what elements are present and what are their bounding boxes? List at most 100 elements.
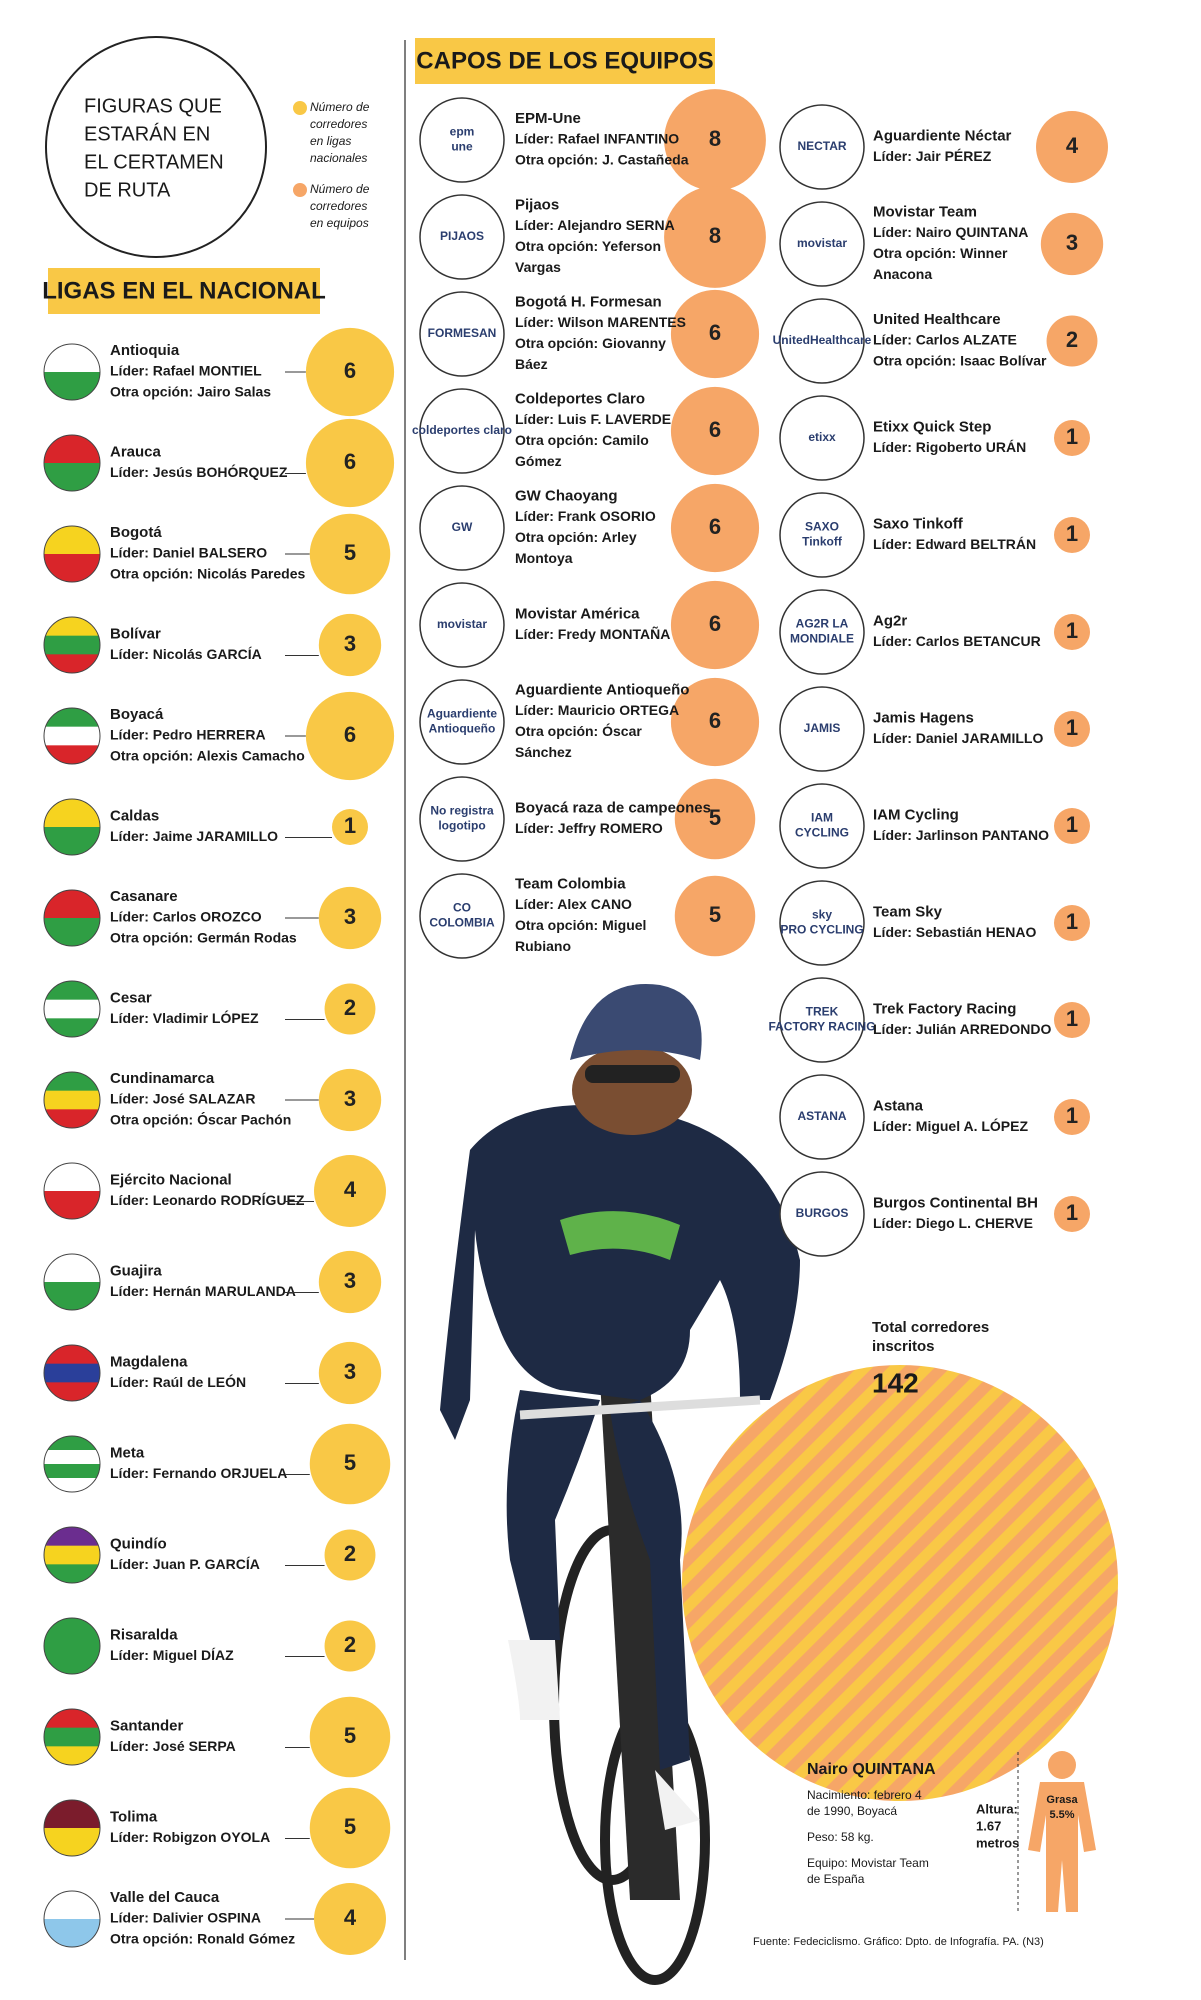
team-name: Boyacá raza de campeones — [515, 799, 711, 816]
team-logo — [779, 880, 865, 966]
team-logo — [779, 686, 865, 772]
team-detail: Otra opción: Winner — [873, 245, 1008, 261]
flag-stripe — [44, 526, 100, 555]
team-detail: Líder: Jair PÉREZ — [873, 148, 992, 164]
team-count-circle — [1054, 1196, 1090, 1232]
team-name: Team Colombia — [515, 875, 626, 892]
team-count: 6 — [709, 708, 721, 733]
team-count-circle — [1054, 420, 1090, 456]
team-detail: Sánchez — [515, 744, 572, 760]
team-name: IAM Cycling — [873, 806, 959, 823]
flag-stripe — [44, 1800, 100, 1829]
team-detail: Otra opción: J. Castañeda — [515, 152, 689, 168]
header-title-line: ESTARÁN EN — [84, 122, 210, 145]
team-detail: Otra opción: Yeferson — [515, 238, 661, 254]
flag-stripe — [44, 463, 100, 491]
league-count: 6 — [344, 358, 356, 383]
flag-border — [43, 1617, 101, 1675]
team-name: GW Chaoyang — [515, 487, 618, 504]
league-count-circle — [318, 1341, 382, 1405]
flag-stripe — [44, 1646, 100, 1674]
flag-border — [43, 1071, 101, 1129]
total-value: 142 — [872, 1367, 919, 1398]
flag-stripe — [44, 1090, 100, 1110]
profile-height: 1.67 — [976, 1818, 1001, 1833]
team-logo — [419, 485, 505, 571]
team-detail: Rubiano — [515, 938, 571, 954]
flag-border — [43, 434, 101, 492]
team-logo — [419, 388, 505, 474]
legend-swatch — [293, 183, 307, 197]
team-detail: Otra opción: Isaac Bolívar — [873, 353, 1047, 369]
team-name: Ag2r — [873, 612, 907, 629]
legend-label: corredores — [310, 199, 367, 213]
league-count: 3 — [344, 631, 356, 656]
legend-label: en ligas — [310, 134, 351, 148]
league-detail: Líder: Dalivier OSPINA — [110, 1910, 261, 1926]
team-logo — [779, 201, 865, 287]
team-detail: Líder: Nairo QUINTANA — [873, 224, 1028, 240]
team-detail: Líder: Luis F. LAVERDE — [515, 411, 671, 427]
league-count-circle — [324, 983, 376, 1035]
legend-label: nacionales — [310, 151, 367, 165]
league-name: Casanare — [110, 888, 178, 905]
team-count-circle — [1054, 808, 1090, 844]
team-count: 1 — [1066, 618, 1078, 643]
team-count-circle — [1054, 1002, 1090, 1038]
team-logo-text: Tinkoff — [802, 535, 843, 549]
flag-stripe — [44, 1109, 100, 1128]
total-label: Total corredores — [872, 1319, 989, 1336]
team-logo — [779, 1074, 865, 1160]
team-count: 1 — [1066, 424, 1078, 449]
team-count-circle — [1054, 517, 1090, 553]
league-count: 3 — [344, 1086, 356, 1111]
league-detail: Líder: Pedro HERRERA — [110, 727, 266, 743]
team-count-circle — [1054, 614, 1090, 650]
league-detail: Otra opción: Alexis Camacho — [110, 748, 305, 764]
team-name: Team Sky — [873, 903, 943, 920]
league-name: Guajira — [110, 1262, 162, 1279]
team-count: 1 — [1066, 1006, 1078, 1031]
team-logo-text: JAMIS — [804, 721, 841, 735]
league-count-circle — [309, 1423, 391, 1505]
leagues-title: LIGAS EN EL NACIONAL — [42, 277, 326, 304]
flag-stripe — [44, 726, 100, 746]
team-count-circle — [1054, 905, 1090, 941]
team-count: 1 — [1066, 909, 1078, 934]
team-count: 6 — [709, 514, 721, 539]
league-count-circle — [309, 1696, 391, 1778]
header-title-line: FIGURAS QUE — [84, 95, 222, 117]
league-detail: Líder: José SERPA — [110, 1738, 236, 1754]
team-count-circle — [670, 580, 760, 670]
team-count: 1 — [1066, 715, 1078, 740]
team-count-circle — [670, 483, 760, 573]
league-name: Caldas — [110, 807, 159, 824]
team-detail: Líder: Jeffry ROMERO — [515, 820, 663, 836]
team-detail: Líder: Edward BELTRÁN — [873, 536, 1036, 552]
profile-detail: de 1990, Boyacá — [807, 1804, 897, 1818]
team-logo-text: ASTANA — [797, 1109, 846, 1123]
league-flag — [44, 708, 100, 764]
team-logo-text: PIJAOS — [440, 229, 484, 243]
league-detail: Líder: Miguel DÍAZ — [110, 1647, 234, 1663]
league-count-circle — [314, 1155, 386, 1227]
league-name: Meta — [110, 1444, 145, 1461]
league-name: Bolívar — [110, 625, 161, 642]
league-name: Magdalena — [110, 1353, 188, 1370]
league-detail: Líder: Juan P. GARCÍA — [110, 1556, 260, 1572]
league-count: 3 — [344, 904, 356, 929]
team-detail: Líder: Daniel JARAMILLO — [873, 730, 1043, 746]
flag-stripe — [44, 1564, 100, 1583]
team-name: Coldeportes Claro — [515, 390, 645, 407]
team-logo-text: FORMESAN — [428, 326, 497, 340]
league-count: 4 — [344, 1177, 357, 1202]
league-name: Cesar — [110, 989, 152, 1006]
flag-stripe — [44, 1464, 100, 1479]
league-count: 4 — [344, 1905, 357, 1930]
league-detail: Líder: Robigzon OYOLA — [110, 1829, 270, 1845]
flag-stripe — [44, 918, 100, 946]
cyclist-illustration — [440, 983, 800, 1985]
league-flag — [44, 617, 100, 673]
legend-label: Número de — [310, 182, 370, 196]
